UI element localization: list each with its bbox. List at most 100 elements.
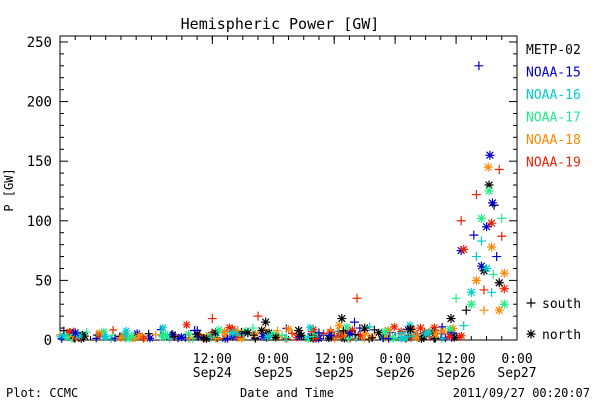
asterisk-marker <box>158 323 167 332</box>
asterisk-marker <box>263 332 272 341</box>
plus-marker <box>476 236 486 246</box>
asterisk-marker <box>80 332 89 341</box>
asterisk-marker <box>126 331 136 341</box>
asterisk-marker <box>261 317 271 327</box>
plus-marker <box>273 326 282 335</box>
asterisk-marker <box>345 331 354 340</box>
asterisk-marker <box>390 322 399 331</box>
plus-marker <box>370 325 379 334</box>
plus-marker <box>109 326 118 335</box>
asterisk-marker <box>484 186 494 196</box>
asterisk-marker <box>120 331 129 340</box>
x-axis: 12:00Sep240:00Sep2512:00Sep250:00Sep2612… <box>74 36 537 381</box>
plus-marker <box>474 61 484 71</box>
x-tick-time: 0:00 <box>501 352 532 367</box>
asterisk-marker <box>99 327 108 336</box>
asterisk-marker <box>374 328 383 337</box>
plus-marker <box>303 333 312 342</box>
asterisk-marker <box>356 331 365 340</box>
asterisk-marker <box>122 326 131 335</box>
plus-marker <box>282 333 291 342</box>
asterisk-marker <box>284 324 293 333</box>
plus-marker <box>497 213 507 223</box>
legend-item-noaa-17: NOAA-17 <box>526 111 581 126</box>
plus-marker <box>526 298 536 308</box>
asterisk-marker <box>445 324 454 333</box>
asterisk-marker <box>184 329 193 338</box>
x-tick-date: Sep26 <box>376 366 415 381</box>
asterisk-marker <box>342 322 351 331</box>
y-tick-label: 50 <box>35 273 52 289</box>
plus-marker <box>471 252 481 262</box>
asterisk-marker <box>64 333 73 342</box>
asterisk-marker <box>257 326 266 335</box>
asterisk-marker <box>271 333 280 342</box>
asterisk-marker <box>476 261 486 271</box>
asterisk-marker <box>334 321 344 331</box>
plus-marker <box>253 311 263 321</box>
x-axis-label: Date and Time <box>240 386 334 400</box>
asterisk-marker <box>446 314 456 324</box>
asterisk-marker <box>145 334 154 343</box>
x-tick-date: Sep27 <box>497 366 536 381</box>
legend-item-metp-02: METP-02 <box>526 43 581 58</box>
asterisk-marker <box>309 325 318 334</box>
x-tick-time: 12:00 <box>193 352 232 367</box>
plus-marker <box>59 326 68 335</box>
series-noaa-17 <box>126 186 509 341</box>
asterisk-marker <box>228 328 238 338</box>
asterisk-marker <box>134 331 143 340</box>
plus-marker <box>469 230 479 240</box>
plus-marker <box>365 322 375 332</box>
asterisk-marker <box>221 331 230 340</box>
asterisk-marker <box>466 287 476 297</box>
asterisk-marker <box>484 180 494 190</box>
asterisk-marker <box>485 150 495 160</box>
plus-marker <box>494 165 504 175</box>
x-tick-date: Sep24 <box>193 366 232 381</box>
x-tick-time: 0:00 <box>379 352 410 367</box>
chart-title: Hemispheric Power [GW] <box>181 15 380 33</box>
plus-marker <box>139 334 148 343</box>
plus-marker <box>479 285 489 295</box>
asterisk-marker <box>499 299 509 309</box>
x-tick-time: 12:00 <box>315 352 354 367</box>
plus-marker <box>497 231 507 241</box>
asterisk-marker <box>400 334 409 343</box>
asterisk-marker <box>211 328 220 337</box>
plus-marker <box>360 334 369 343</box>
legend-item-noaa-15: NOAA-15 <box>526 66 581 81</box>
y-axis-label: P [GW] <box>2 168 16 211</box>
plot-area-frame <box>59 35 518 341</box>
asterisk-marker <box>487 198 497 208</box>
asterisk-marker <box>428 327 437 336</box>
plus-marker <box>190 325 200 335</box>
plus-marker <box>319 329 328 338</box>
plus-marker <box>397 329 406 338</box>
asterisk-marker <box>466 299 476 309</box>
asterisk-marker <box>456 246 466 256</box>
plus-marker <box>101 331 111 341</box>
plus-marker <box>223 334 232 343</box>
series-noaa-18 <box>116 162 509 343</box>
asterisk-marker <box>258 332 267 341</box>
baseline-noise-points <box>56 320 466 343</box>
asterisk-marker <box>380 327 390 337</box>
marker-legend: south north <box>526 297 581 343</box>
asterisk-marker <box>483 162 493 172</box>
x-tick-time: 0:00 <box>258 352 289 367</box>
asterisk-marker <box>304 334 313 343</box>
plus-marker <box>82 328 91 337</box>
marker-legend-south: south <box>542 297 581 312</box>
asterisk-marker <box>526 329 536 339</box>
asterisk-marker <box>70 328 80 338</box>
y-tick-label: 0 <box>44 333 52 349</box>
asterisk-marker <box>389 334 398 343</box>
asterisk-marker <box>455 332 464 341</box>
asterisk-marker <box>382 333 391 342</box>
asterisk-marker <box>487 242 497 252</box>
asterisk-marker <box>294 325 304 335</box>
asterisk-marker <box>220 327 229 336</box>
plus-marker <box>326 326 335 335</box>
plus-marker <box>151 330 160 339</box>
